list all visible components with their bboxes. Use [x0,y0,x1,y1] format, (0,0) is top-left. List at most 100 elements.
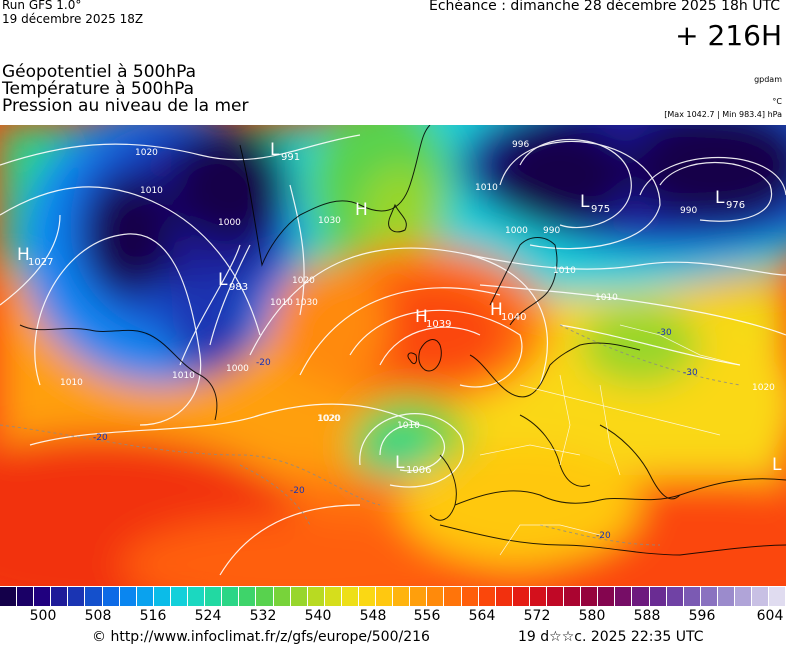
colorbar-swatch [598,587,616,606]
colorbar-label: 516 [139,608,167,624]
borders [479,324,741,556]
colorbar-swatch [0,587,18,606]
title-geopotential: Géopotentiel à 500hPa [2,62,197,82]
isobar-label: 1010 [60,378,83,388]
colorbar-swatch [17,587,35,606]
colorbar-swatch [547,587,565,606]
colorbar-swatch [102,587,120,606]
isobar-label: 1000 [226,364,249,374]
generation-timestamp: 19 d☆☆c. 2025 22:35 UTC [518,629,704,645]
colorbar-label: 580 [578,608,606,624]
colorbar-swatch [273,587,291,606]
isobar-label: 1020 [752,383,775,393]
pressure-center-value: 975 [591,204,610,215]
lead-time: + 216H [675,19,782,52]
colorbar-swatch [153,587,171,606]
colorbar-swatch [444,587,462,606]
colorbar-swatch [495,587,513,606]
colorbar-label: 596 [688,608,716,624]
colorbar-label: 572 [523,608,551,624]
temperature-label: -20 [290,486,305,496]
colorbar-swatch [205,587,223,606]
colorbar-swatch [341,587,359,606]
colorbar-swatch [239,587,257,606]
colorbar-label: 540 [304,608,332,624]
colorbar-swatch [666,587,684,606]
unit-temp: °C [772,97,782,106]
low-pressure-center: L [218,270,228,290]
title-temperature: Température à 500hPa [2,79,195,99]
isobar-label: 1020 [292,276,315,286]
pressure-center-value: 1006 [406,465,431,476]
colorbar-swatch [683,587,701,606]
temperature-contours [0,324,741,546]
colorbar-label: 588 [633,608,661,624]
pressure-center-value: 983 [229,282,248,293]
pressure-center-value: 1039 [426,319,451,330]
run-date: 19 décembre 2025 18Z [2,12,144,26]
colorbar-swatch [290,587,308,606]
isobar-label: 1020 [318,414,341,424]
isobar-label: 1030 [318,216,341,226]
source-link[interactable]: © http://www.infoclimat.fr/z/gfs/europe/… [92,629,430,645]
low-pressure-center: L [772,455,782,475]
temperature-label: -30 [683,368,698,378]
isobar-label: 1010 [270,298,293,308]
colorbar-label: 604 [756,608,784,624]
colorbar-swatch [700,587,718,606]
colorbar-swatch [68,587,86,606]
colorbar-swatch [376,587,394,606]
isobar-label: 1020 [135,148,158,158]
colorbar-swatch [324,587,342,606]
colorbar-swatch [393,587,411,606]
isobar-label: 1010 [595,293,618,303]
temperature-label: -20 [596,531,611,541]
colorbar-swatch [564,587,582,606]
colorbar-swatch [717,587,736,606]
pressure-center-value: 1040 [501,312,526,323]
isobar-label: 1030 [295,298,318,308]
isobar-label: 990 [543,226,560,236]
isobar-label: 1010 [140,186,163,196]
isobar-label: 1020 [317,414,340,424]
isobar-label: 1000 [218,218,241,228]
isobars [0,134,786,576]
colorbar-label: 564 [468,608,496,624]
colorbar-swatch [769,587,786,606]
colorbar-swatch [410,587,428,606]
isobar-labels: 1020 1010 1000 1010 1020 1030 1030 1020 1010 1010… [60,140,775,431]
coastlines [19,125,786,556]
high-pressure-center: H [490,300,503,320]
colorbar-swatch [119,587,137,606]
temperature-label: -20 [93,433,108,443]
colorbar-swatch [85,587,103,606]
isobar-label: 1010 [397,421,420,431]
unit-geopot: gpdam [754,75,782,84]
isobar-label: 1010 [553,266,576,276]
pressure-center-value: 976 [726,200,745,211]
temperature-label: -20 [256,358,271,368]
isobar-label: 996 [512,140,529,150]
colorbar-swatch [358,587,377,606]
colorbar-label: 532 [249,608,277,624]
colorbar-swatch [615,587,633,606]
colorbar-label: 500 [29,608,57,624]
colorbar-swatch [752,587,770,606]
high-pressure-center: H [415,307,428,327]
temperature-label: -30 [657,328,672,338]
colorbar-swatch [136,587,154,606]
colorbar-swatch [427,587,445,606]
colorbar-label: 548 [359,608,387,624]
colorbar-swatch [478,587,496,606]
run-label: Run GFS 1.0° [2,0,82,12]
isobar-label: 1010 [475,183,498,193]
colorbar-swatch [256,587,274,606]
temperature-labels: -20 -20 -20 -20 -30 -30 [93,328,698,541]
low-pressure-center: L [395,453,405,473]
colorbar-swatch [188,587,206,606]
low-pressure-center: L [270,140,280,160]
isobar-label: 1000 [505,226,528,236]
colorbar-swatch [529,587,547,606]
geopotential-field [0,125,786,586]
